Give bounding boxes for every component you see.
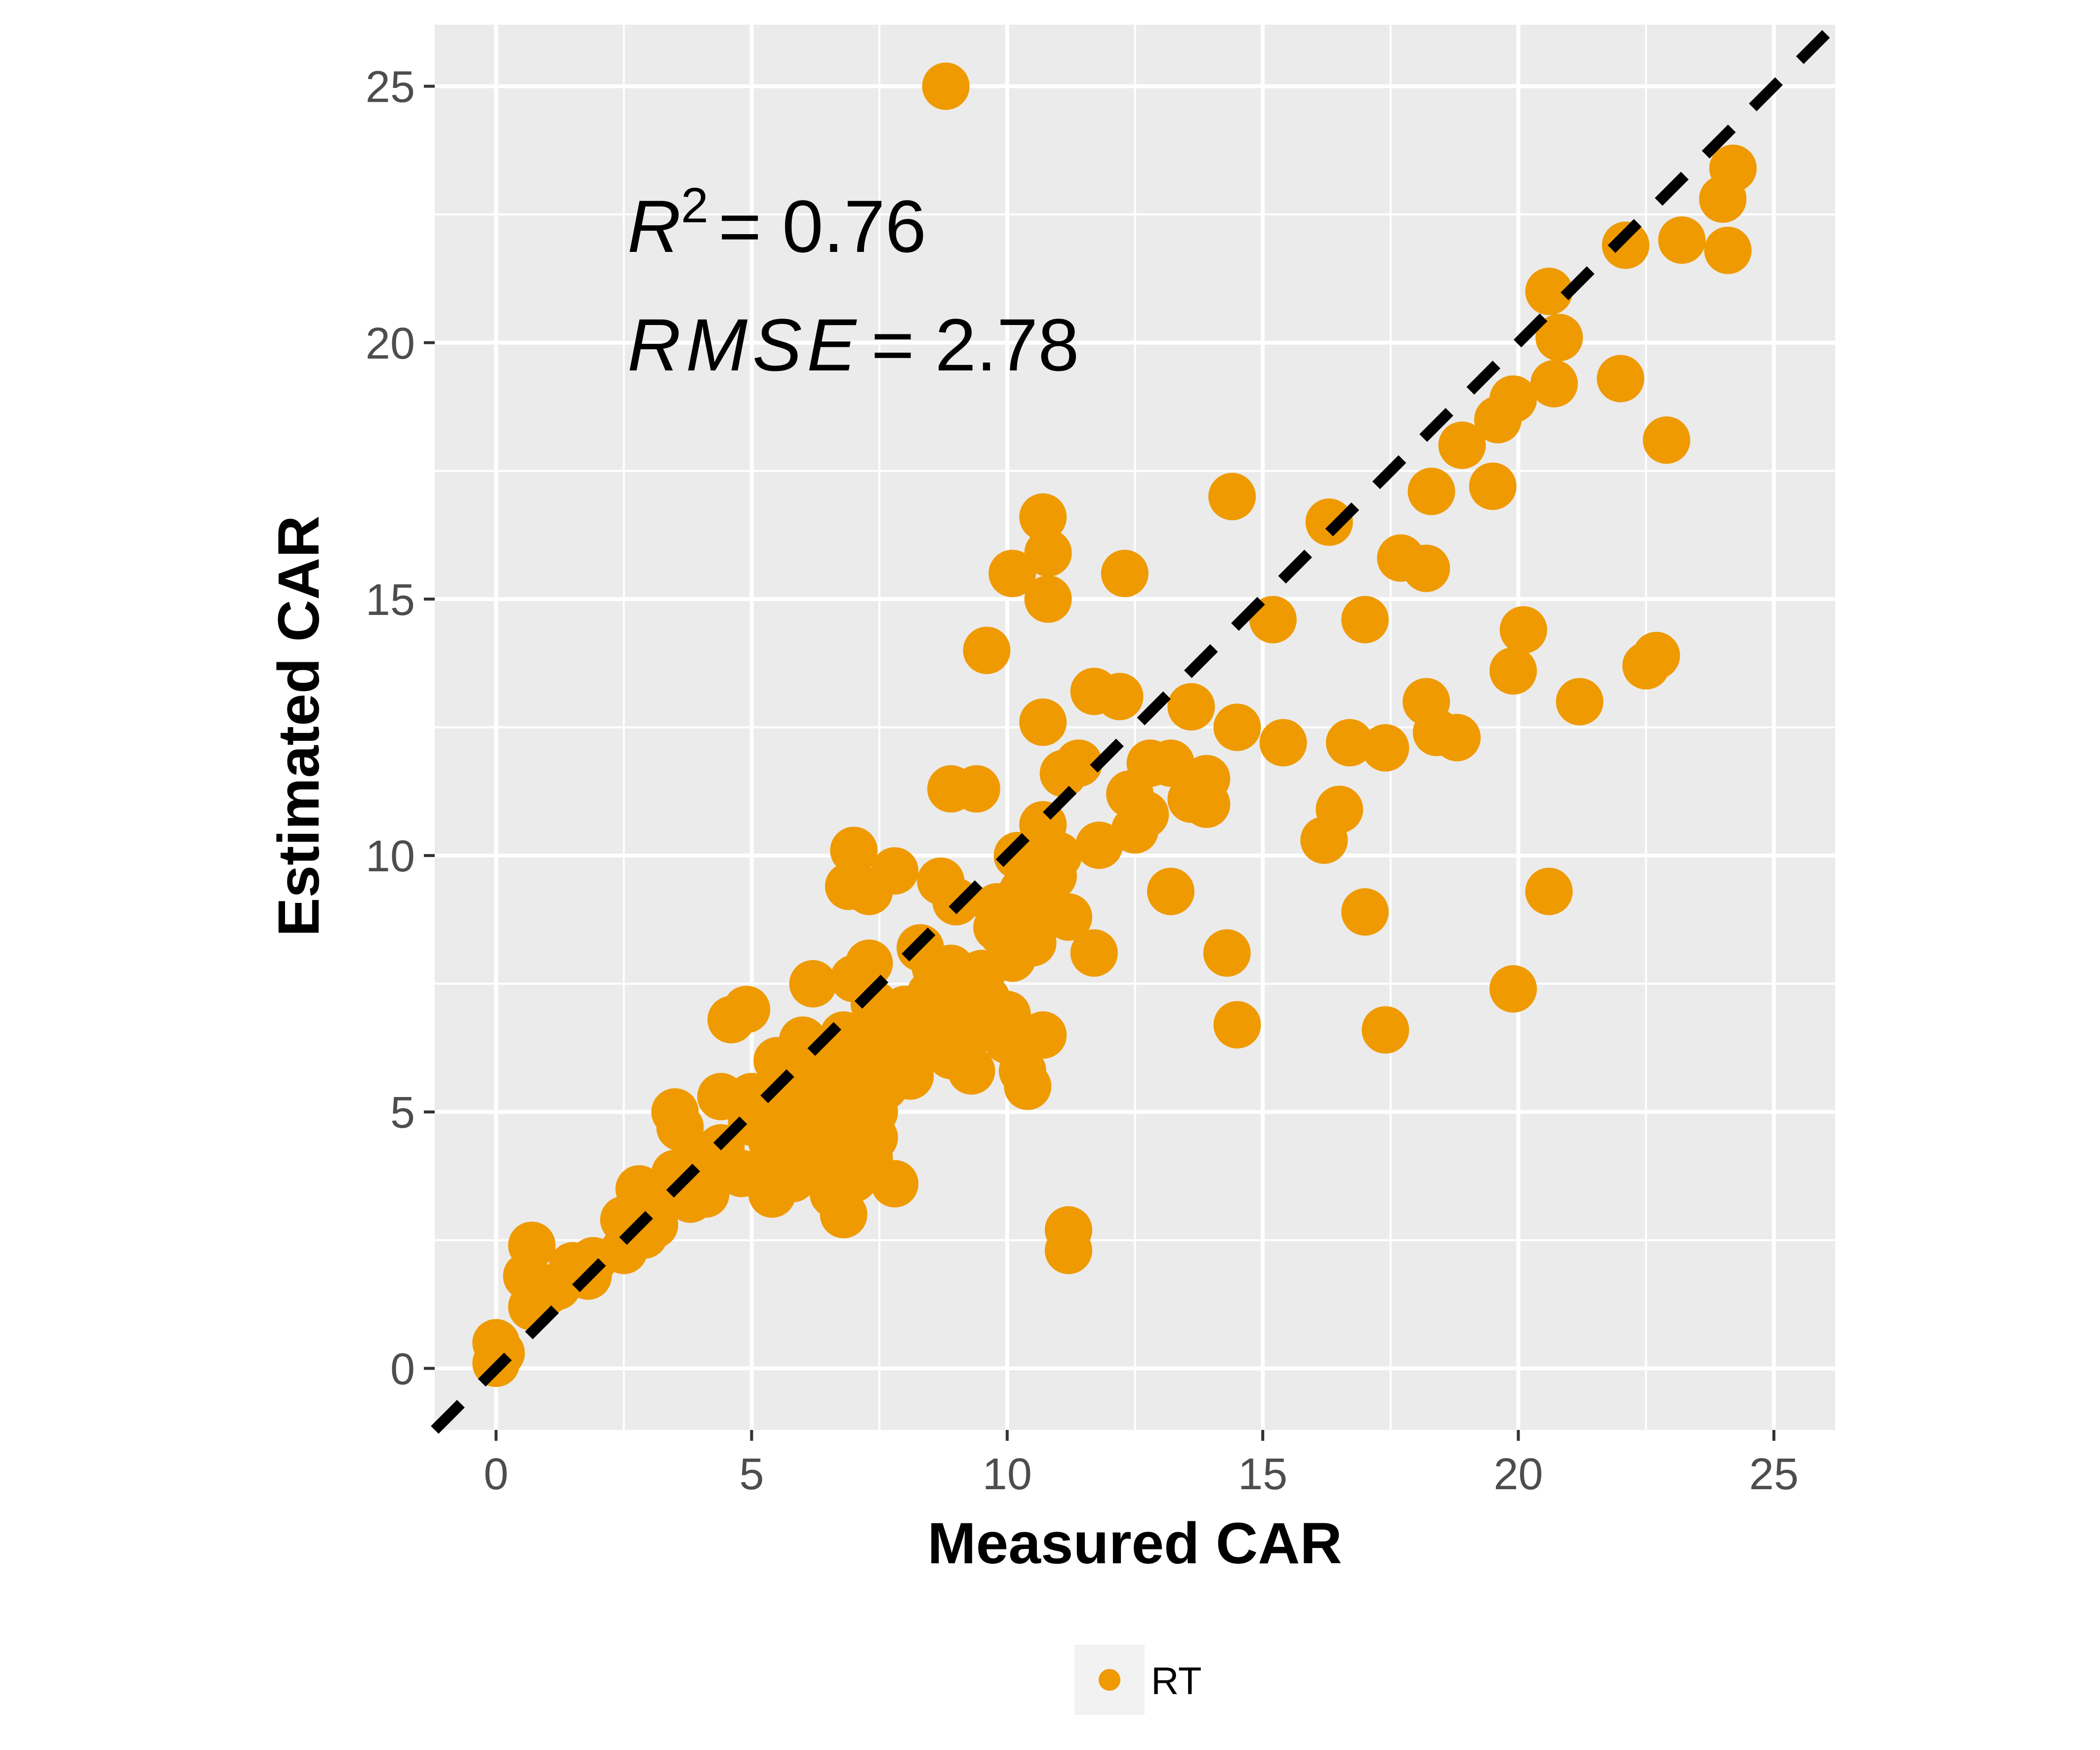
y-tick-label: 20 bbox=[366, 319, 415, 368]
data-point bbox=[927, 1032, 975, 1080]
data-point bbox=[1326, 719, 1374, 767]
data-point bbox=[998, 1047, 1046, 1095]
data-point bbox=[1602, 221, 1649, 269]
data-point bbox=[1039, 749, 1087, 797]
data-point bbox=[1111, 806, 1159, 854]
rmse-annotation: RMSE = 2.78 bbox=[627, 303, 1079, 386]
data-point bbox=[1096, 673, 1144, 721]
data-point bbox=[794, 1149, 842, 1197]
data-point bbox=[1704, 226, 1752, 274]
data-point bbox=[1433, 714, 1481, 762]
data-point bbox=[1597, 355, 1645, 403]
data-point bbox=[1632, 632, 1680, 680]
data-point bbox=[1525, 867, 1573, 915]
x-tick-label: 0 bbox=[484, 1450, 508, 1499]
legend-label: RT bbox=[1151, 1659, 1202, 1703]
r2-annotation: R2 = 0.76 bbox=[627, 178, 926, 268]
data-point bbox=[1474, 396, 1522, 444]
data-point bbox=[1361, 724, 1409, 772]
minor-gridlines bbox=[435, 25, 1835, 1430]
data-point bbox=[1305, 498, 1353, 546]
data-point bbox=[850, 980, 898, 1028]
data-point bbox=[1147, 739, 1194, 787]
data-point bbox=[1499, 606, 1547, 654]
data-point bbox=[1019, 493, 1067, 541]
data-point bbox=[1024, 529, 1072, 577]
data-point bbox=[1024, 575, 1072, 623]
data-point bbox=[1070, 929, 1118, 977]
data-point bbox=[523, 1267, 571, 1315]
data-point bbox=[1407, 467, 1455, 515]
data-point bbox=[779, 1103, 826, 1151]
data-point bbox=[1658, 216, 1706, 264]
data-point bbox=[804, 1026, 852, 1074]
data-point bbox=[1489, 965, 1537, 1013]
data-point bbox=[1203, 929, 1251, 977]
x-tick-label: 10 bbox=[983, 1450, 1032, 1499]
data-point bbox=[1361, 1006, 1409, 1054]
data-point bbox=[1699, 175, 1747, 223]
data-point bbox=[1044, 1226, 1092, 1274]
data-point bbox=[789, 960, 837, 1008]
y-axis-ticks: 0 5 10 15 20 25 bbox=[366, 63, 435, 1394]
data-point bbox=[1183, 780, 1231, 828]
data-point bbox=[1075, 821, 1123, 869]
data-point bbox=[1530, 360, 1578, 407]
data-point bbox=[952, 765, 1000, 813]
data-point bbox=[1300, 816, 1348, 864]
legend: RT bbox=[1074, 1645, 1202, 1715]
data-point bbox=[1535, 314, 1583, 362]
data-point bbox=[1525, 267, 1573, 315]
data-point bbox=[1208, 473, 1256, 521]
data-point bbox=[830, 1155, 878, 1203]
data-point bbox=[1469, 462, 1517, 510]
y-tick-label: 10 bbox=[366, 832, 415, 881]
x-axis-ticks: 0 5 10 15 20 25 bbox=[484, 1430, 1799, 1499]
data-point bbox=[978, 908, 1026, 956]
data-point bbox=[1341, 596, 1389, 644]
data-points bbox=[472, 62, 1757, 1387]
data-point bbox=[911, 944, 959, 992]
data-point bbox=[1167, 683, 1215, 731]
data-point bbox=[850, 1088, 898, 1136]
data-point bbox=[707, 996, 755, 1044]
data-point bbox=[922, 62, 970, 110]
data-point bbox=[1489, 647, 1537, 695]
y-tick-label: 15 bbox=[366, 575, 415, 625]
data-point bbox=[1019, 698, 1067, 746]
legend-key-point bbox=[1099, 1669, 1120, 1691]
data-point bbox=[1341, 888, 1389, 936]
data-point bbox=[1259, 719, 1307, 767]
x-tick-label: 25 bbox=[1749, 1450, 1799, 1499]
y-axis-title: Estimated CAR bbox=[266, 516, 331, 936]
x-axis-title: Measured CAR bbox=[927, 1511, 1342, 1576]
data-point bbox=[1101, 550, 1149, 598]
data-point bbox=[963, 626, 1011, 674]
data-point bbox=[1438, 421, 1486, 469]
data-point bbox=[845, 867, 893, 915]
data-point bbox=[1643, 416, 1690, 464]
data-point bbox=[600, 1226, 648, 1274]
data-point bbox=[998, 867, 1046, 915]
data-point bbox=[988, 550, 1036, 598]
y-tick-label: 5 bbox=[390, 1088, 415, 1138]
x-tick-label: 5 bbox=[739, 1450, 764, 1499]
data-point bbox=[1019, 1011, 1067, 1059]
x-tick-label: 15 bbox=[1238, 1450, 1287, 1499]
data-point bbox=[1213, 1001, 1261, 1049]
y-tick-label: 25 bbox=[366, 63, 415, 112]
y-tick-label: 0 bbox=[390, 1344, 415, 1394]
data-point bbox=[917, 996, 965, 1044]
x-tick-label: 20 bbox=[1493, 1450, 1543, 1499]
data-point bbox=[748, 1170, 796, 1218]
data-point bbox=[830, 826, 878, 874]
data-point bbox=[871, 1160, 919, 1208]
data-point bbox=[820, 1190, 867, 1238]
data-point bbox=[1213, 703, 1261, 751]
data-point bbox=[1556, 678, 1604, 726]
data-point bbox=[1147, 867, 1194, 915]
data-point bbox=[1402, 544, 1450, 592]
